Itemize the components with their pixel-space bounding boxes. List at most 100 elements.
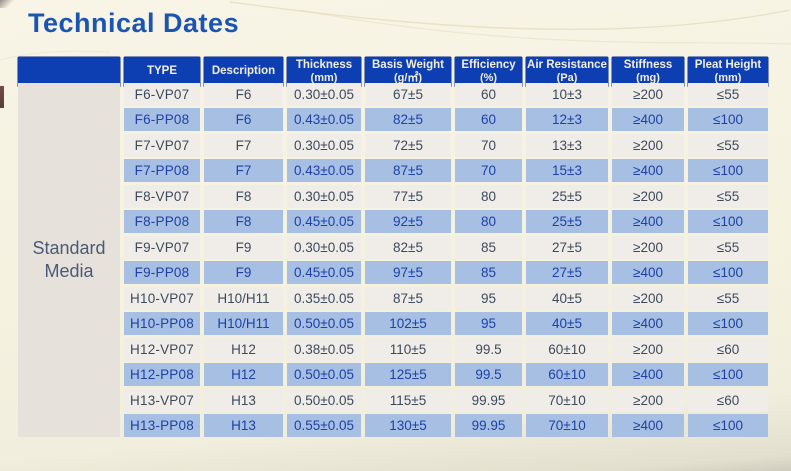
cell-basis-weight: 67±5 [365, 82, 451, 106]
column-header: Description [204, 57, 283, 87]
cell-efficiency: 99.95 [455, 388, 522, 412]
cell-basis-weight: 115±5 [365, 388, 451, 412]
cell-efficiency: 80 [455, 184, 522, 208]
cell-description: H10/H11 [204, 312, 283, 335]
cell-thickness: 0.38±0.05 [287, 337, 361, 361]
cell-pleat-height: ≤100 [688, 261, 768, 284]
cell-type: H12-PP08 [124, 363, 200, 386]
cell-stiffness: ≥200 [612, 133, 684, 157]
cell-air-resistance: 70±10 [526, 414, 608, 437]
cell-efficiency: 99.5 [455, 363, 522, 386]
cell-type: F9-VP07 [124, 235, 200, 259]
cell-air-resistance: 27±5 [526, 261, 608, 284]
cell-basis-weight: 77±5 [365, 184, 451, 208]
cell-type: H13-PP08 [124, 414, 200, 437]
cell-pleat-height: ≤55 [688, 133, 768, 157]
cell-pleat-height: ≤100 [688, 108, 768, 131]
cell-thickness: 0.45±0.05 [287, 210, 361, 233]
cell-pleat-height: ≤60 [688, 388, 768, 412]
cell-thickness: 0.30±0.05 [287, 184, 361, 208]
cell-type: F7-VP07 [124, 133, 200, 157]
column-header: Stiffness (mg) [612, 57, 684, 87]
photo-edge-mark [0, 86, 4, 108]
column-header-label: Efficiency [461, 59, 516, 72]
column-header-unit: (%) [479, 72, 498, 85]
column-header-unit: (g/㎡) [393, 72, 423, 85]
cell-thickness: 0.30±0.05 [287, 82, 361, 106]
cell-air-resistance: 12±3 [526, 108, 608, 131]
cell-basis-weight: 125±5 [365, 363, 451, 386]
cell-thickness: 0.50±0.05 [287, 363, 361, 386]
cell-basis-weight: 102±5 [365, 312, 451, 335]
cell-basis-weight: 92±5 [365, 210, 451, 233]
column-header: TYPE [124, 57, 200, 87]
cell-description: F8 [204, 184, 283, 208]
cell-description: H12 [204, 337, 283, 361]
cell-stiffness: ≥200 [612, 235, 684, 259]
cell-efficiency: 70 [455, 133, 522, 157]
cell-stiffness: ≥200 [612, 184, 684, 208]
cell-air-resistance: 27±5 [526, 235, 608, 259]
cell-thickness: 0.45±0.05 [287, 261, 361, 284]
column-header-label: Pleat Height [694, 59, 762, 72]
cell-type: F7-PP08 [124, 159, 200, 182]
cell-thickness: 0.43±0.05 [287, 108, 361, 131]
cell-description: H13 [204, 388, 283, 412]
cell-air-resistance: 60±10 [526, 363, 608, 386]
cell-description: F6 [204, 108, 283, 131]
cell-basis-weight: 72±5 [365, 133, 451, 157]
cell-air-resistance: 15±3 [526, 159, 608, 182]
cell-basis-weight: 110±5 [365, 337, 451, 361]
cell-stiffness: ≥400 [612, 261, 684, 284]
cell-air-resistance: 40±5 [526, 312, 608, 335]
cell-type: H10-VP07 [124, 286, 200, 310]
cell-thickness: 0.30±0.05 [287, 133, 361, 157]
cell-efficiency: 80 [455, 210, 522, 233]
cell-efficiency: 95 [455, 286, 522, 310]
cell-pleat-height: ≤55 [688, 235, 768, 259]
cell-type: F6-VP07 [124, 82, 200, 106]
cell-pleat-height: ≤100 [688, 312, 768, 335]
column-header-label: Air Resistance [527, 59, 607, 72]
cell-stiffness: ≥400 [612, 363, 684, 386]
cell-air-resistance: 25±5 [526, 210, 608, 233]
column-header-label: Stiffness [623, 59, 673, 72]
cell-pleat-height: ≤55 [688, 184, 768, 208]
technical-data-table: TYPE Description Thickness (mm) Basis We… [18, 57, 768, 437]
page-title: Technical Dates [28, 8, 240, 38]
cell-air-resistance: 70±10 [526, 388, 608, 412]
cell-pleat-height: ≤100 [688, 414, 768, 437]
cell-type: H12-VP07 [124, 337, 200, 361]
cell-pleat-height: ≤100 [688, 210, 768, 233]
cell-efficiency: 60 [455, 82, 522, 106]
cell-thickness: 0.43±0.05 [287, 159, 361, 182]
cell-thickness: 0.35±0.05 [287, 286, 361, 310]
cell-efficiency: 60 [455, 108, 522, 131]
row-group-label: Standard Media [18, 82, 120, 437]
cell-basis-weight: 87±5 [365, 286, 451, 310]
column-header-unit: (Pa) [556, 72, 578, 85]
cell-pleat-height: ≤100 [688, 159, 768, 182]
cell-description: F6 [204, 82, 283, 106]
cell-efficiency: 85 [455, 261, 522, 284]
column-header: Thickness (mm) [287, 57, 361, 87]
column-header-unit: (mm) [310, 72, 338, 85]
cell-basis-weight: 82±5 [365, 108, 451, 131]
cell-type: F9-PP08 [124, 261, 200, 284]
column-header-label: Thickness [295, 59, 353, 72]
cell-air-resistance: 13±3 [526, 133, 608, 157]
cell-stiffness: ≥400 [612, 414, 684, 437]
cell-stiffness: ≥200 [612, 388, 684, 412]
cell-type: F8-PP08 [124, 210, 200, 233]
cell-pleat-height: ≤100 [688, 363, 768, 386]
cell-description: F9 [204, 261, 283, 284]
cell-basis-weight: 97±5 [365, 261, 451, 284]
cell-stiffness: ≥400 [612, 210, 684, 233]
cell-thickness: 0.50±0.05 [287, 388, 361, 412]
cell-description: H12 [204, 363, 283, 386]
cell-pleat-height: ≤55 [688, 286, 768, 310]
cell-air-resistance: 60±10 [526, 337, 608, 361]
cell-efficiency: 99.95 [455, 414, 522, 437]
cell-basis-weight: 82±5 [365, 235, 451, 259]
cell-type: F8-VP07 [124, 184, 200, 208]
